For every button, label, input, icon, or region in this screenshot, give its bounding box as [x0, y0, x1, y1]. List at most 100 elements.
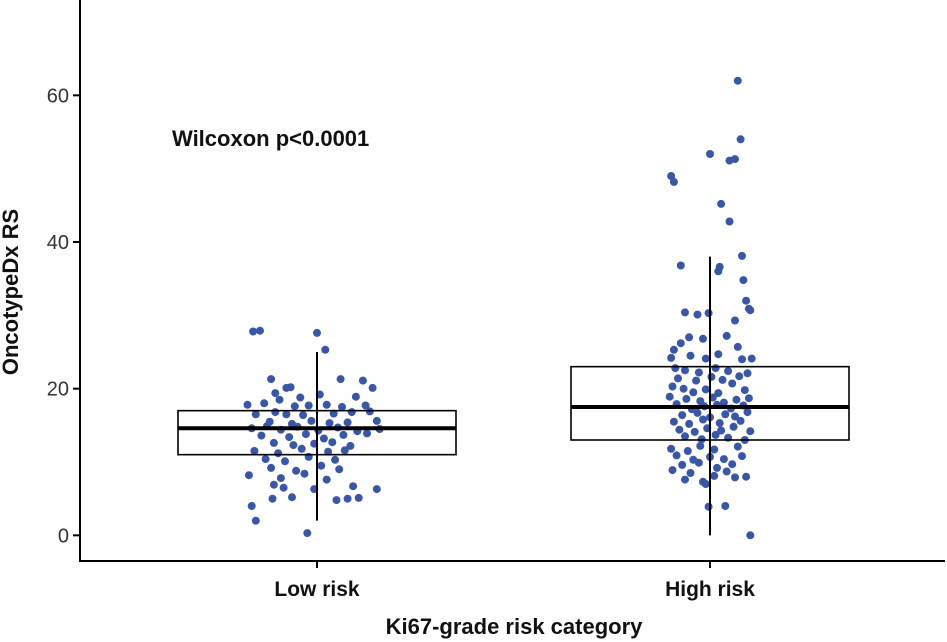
data-point-low-risk: [372, 416, 381, 425]
data-point-low-risk: [281, 457, 289, 466]
x-ticks: Low risk High risk: [274, 561, 755, 601]
data-point-high-risk: [719, 455, 728, 464]
data-point-high-risk: [736, 135, 745, 144]
y-tick-label-20: 20: [47, 379, 69, 401]
data-point-high-risk: [665, 392, 674, 401]
boxes-layer: [177, 256, 850, 536]
data-point-high-risk: [667, 353, 676, 362]
data-point-low-risk: [292, 466, 301, 475]
data-point-high-risk: [681, 308, 689, 317]
data-point-high-risk: [731, 412, 739, 421]
data-point-high-risk: [701, 385, 710, 394]
data-point-low-risk: [260, 399, 269, 408]
data-point-low-risk: [243, 400, 252, 409]
data-point-high-risk: [742, 472, 751, 481]
data-point-high-risk: [668, 382, 677, 391]
y-ticks: 0 20 40 60: [47, 85, 80, 547]
data-point-low-risk: [288, 493, 296, 502]
box-high-risk: [570, 365, 850, 441]
data-point-high-risk: [681, 432, 689, 441]
data-point-high-risk: [699, 415, 707, 424]
data-point-high-risk: [715, 419, 724, 428]
data-point-low-risk: [346, 441, 355, 450]
data-point-high-risk: [731, 473, 739, 482]
data-point-high-risk: [740, 386, 749, 395]
data-point-low-risk: [332, 496, 341, 505]
data-point-high-risk: [746, 531, 755, 540]
data-point-high-risk: [714, 389, 723, 398]
data-point-low-risk: [351, 392, 360, 401]
data-point-low-risk: [336, 375, 345, 384]
data-point-low-risk: [251, 410, 260, 419]
data-point-low-risk: [300, 469, 309, 478]
data-point-high-risk: [743, 369, 752, 378]
data-point-low-risk: [269, 480, 278, 489]
y-axis-title: OncotypeDx RS: [0, 209, 23, 375]
data-point-low-risk: [335, 465, 344, 474]
data-point-high-risk: [744, 394, 753, 403]
data-point-low-risk: [343, 418, 352, 427]
data-point-high-risk: [717, 199, 726, 208]
data-point-low-risk: [338, 403, 346, 411]
data-point-high-risk: [743, 408, 752, 417]
data-point-high-risk: [679, 384, 688, 393]
data-point-high-risk: [713, 463, 721, 472]
data-point-low-risk: [329, 409, 338, 418]
data-point-low-risk: [322, 475, 331, 484]
data-point-high-risk: [733, 76, 742, 85]
data-point-high-risk: [689, 388, 698, 397]
y-tick-label-60: 60: [47, 85, 69, 107]
data-point-high-risk: [722, 331, 731, 340]
data-point-low-risk: [361, 401, 370, 410]
data-point-high-risk: [721, 502, 730, 510]
y-tick-label-0: 0: [58, 525, 69, 547]
data-point-low-risk: [304, 401, 313, 410]
data-point-low-risk: [297, 444, 306, 453]
data-point-low-risk: [274, 449, 283, 458]
data-point-high-risk: [733, 342, 742, 351]
data-point-low-risk: [325, 419, 334, 428]
data-point-high-risk: [729, 422, 738, 431]
data-point-low-risk: [328, 438, 337, 447]
data-point-low-risk: [313, 328, 321, 337]
data-point-high-risk: [676, 339, 685, 348]
data-point-high-risk: [732, 395, 741, 404]
data-point-low-risk: [343, 494, 352, 503]
data-point-low-risk: [372, 485, 381, 494]
data-point-low-risk: [321, 345, 330, 354]
data-point-low-risk: [256, 326, 264, 335]
data-point-high-risk: [678, 411, 687, 420]
data-point-low-risk: [347, 408, 356, 417]
data-point-high-risk: [746, 306, 755, 315]
data-point-low-risk: [324, 447, 333, 456]
data-point-high-risk: [746, 427, 755, 436]
data-point-low-risk: [268, 494, 277, 503]
data-point-high-risk: [728, 460, 737, 469]
data-point-high-risk: [701, 480, 710, 488]
data-point-low-risk: [251, 516, 260, 525]
data-point-high-risk: [701, 354, 710, 363]
data-point-high-risk: [696, 441, 705, 450]
wilcoxon-annotation: Wilcoxon p<0.0001: [172, 126, 369, 151]
box-low-risk: [177, 409, 457, 456]
data-point-high-risk: [739, 276, 748, 285]
data-point-high-risk: [692, 376, 701, 385]
data-point-high-risk: [671, 364, 680, 373]
data-point-high-risk: [675, 425, 684, 434]
data-point-high-risk: [714, 350, 723, 359]
data-point-high-risk: [724, 367, 733, 376]
data-point-high-risk: [733, 442, 742, 451]
data-point-high-risk: [714, 267, 723, 276]
data-point-low-risk: [319, 434, 328, 443]
data-point-low-risk: [276, 474, 285, 483]
data-point-high-risk: [711, 430, 720, 439]
data-point-high-risk: [667, 444, 676, 453]
data-point-low-risk: [244, 471, 253, 480]
data-point-high-risk: [672, 451, 681, 460]
data-point-low-risk: [285, 433, 294, 442]
data-point-high-risk: [685, 333, 694, 342]
data-point-high-risk: [669, 417, 678, 426]
data-point-low-risk: [331, 455, 340, 464]
data-point-high-risk: [747, 354, 756, 363]
data-point-low-risk: [261, 455, 270, 464]
